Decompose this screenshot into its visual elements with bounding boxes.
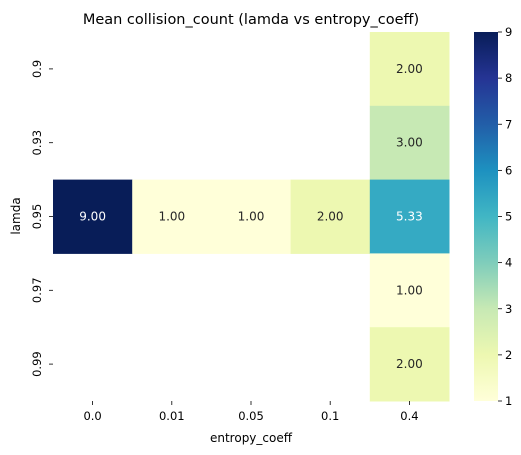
heatmap-cell [369,32,450,107]
heatmap-cell [290,179,371,254]
chart-title: Mean collision_count (lamda vs entropy_c… [83,12,419,28]
heatmap-cell [369,179,450,254]
heatmap-cell [369,253,450,328]
colorbar-tick-label: 1 [505,394,512,408]
y-axis-ticks: 0.9 0.93 0.95 0.97 0.99 [30,60,53,377]
heatmap-cell [369,327,450,402]
x-axis-ticks: 0.0 0.01 0.05 0.1 0.4 [83,401,419,423]
heatmap-cell [53,179,133,254]
colorbar-tick-label: 4 [505,256,512,270]
colorbar [474,32,498,401]
heatmap-cells: 2.00 3.00 9.00 1.00 1.00 2.00 5.33 1.00 2.00 [53,32,450,402]
cell-value-label: 2.00 [317,210,344,224]
y-tick-label: 0.99 [30,351,44,377]
colorbar-tick-label: 3 [505,302,512,316]
cell-value-label: 9.00 [79,210,106,224]
cell-value-label: 1.00 [396,283,423,297]
cell-value-label: 2.00 [396,62,423,76]
y-tick-label: 0.9 [30,60,44,78]
colorbar-tick-label: 2 [505,348,512,362]
x-tick-label: 0.0 [83,409,101,423]
colorbar-tick-label: 8 [505,71,512,85]
colorbar-tick-label: 7 [505,117,512,131]
colorbar-tick-label: 6 [505,163,512,177]
colorbar-tick-label: 5 [505,210,512,224]
cell-value-label: 2.00 [396,357,423,371]
y-tick-label: 0.97 [30,277,44,303]
x-tick-label: 0.1 [321,409,339,423]
cell-value-label: 1.00 [238,210,265,224]
y-tick-label: 0.95 [30,204,44,230]
cell-value-label: 5.33 [396,210,423,224]
colorbar-tick-label: 9 [505,25,512,39]
y-axis-label: lamda [9,197,23,234]
heatmap-cell [132,179,212,254]
colorbar-ticks: 1 2 3 4 5 6 7 8 9 [498,25,512,408]
x-tick-label: 0.05 [238,409,264,423]
cell-value-label: 1.00 [158,210,185,224]
heatmap-cell [211,179,292,254]
y-tick-label: 0.93 [30,130,44,156]
x-tick-label: 0.01 [159,409,185,423]
cell-value-label: 3.00 [396,136,423,150]
x-tick-label: 0.4 [400,409,418,423]
x-axis-label: entropy_coeff [210,431,293,445]
heatmap-cell [369,105,450,181]
